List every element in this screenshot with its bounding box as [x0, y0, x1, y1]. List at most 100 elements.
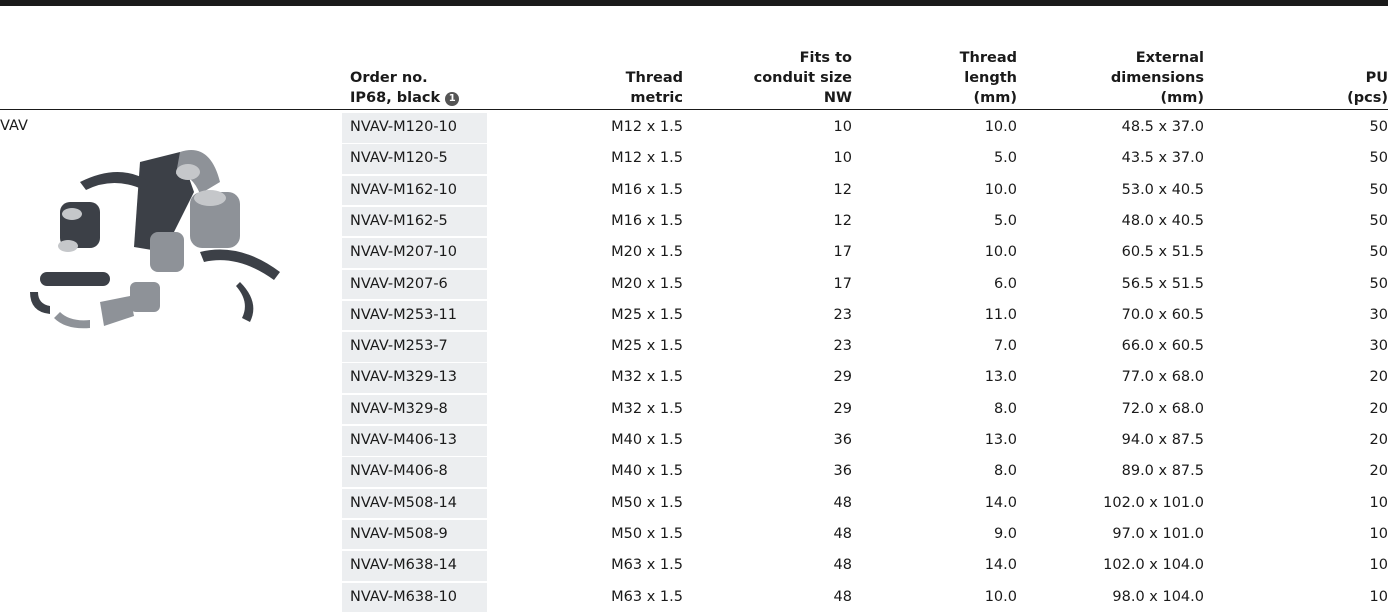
table-cell: 48.5 x 37.0 — [1121, 119, 1204, 135]
table-cell: 23 — [833, 306, 852, 323]
table-cell: 20 — [1369, 369, 1388, 386]
table-row: NVAV-M162-10 M16 x 1.5 12 10.0 53.0 x 40.5 50 — [0, 175, 1388, 207]
table-cell: 23 — [833, 338, 852, 355]
note-marker: 1 — [445, 92, 460, 106]
table-cell: 10.0 — [984, 244, 1017, 261]
table-cell: 36 — [833, 463, 852, 480]
table-cell: 48 — [833, 525, 852, 542]
table-row: NVAV-M406-13 M40 x 1.5 36 13.0 94.0 x 87.5 20 — [0, 426, 1388, 457]
table-cell: 11.0 — [984, 306, 1017, 323]
table-cell: 14.0 — [984, 494, 1017, 511]
table-cell: M40 x 1.5 — [611, 463, 683, 480]
header-line: dimensions — [1030, 68, 1204, 88]
header-text: PU — [1365, 70, 1388, 86]
header-text: (pcs) — [1347, 90, 1388, 106]
header-line: IP68, black 1 — [350, 88, 495, 108]
table-cell: 12 — [833, 212, 852, 229]
table-cell: M20 x 1.5 — [611, 244, 683, 261]
table-cell: 10 — [1369, 525, 1388, 542]
table-cell: 20 — [1369, 432, 1388, 448]
column-header: Order no. IP68, black 1 — [350, 68, 495, 108]
order-number: NVAV-M508-14 — [342, 488, 487, 519]
table-cell: 8.0 — [993, 463, 1017, 480]
table-cell: 5.0 — [993, 150, 1017, 167]
table-cell: 53.0 x 40.5 — [1121, 181, 1204, 198]
table-cell: 98.0 x 104.0 — [1112, 588, 1204, 605]
table-cell: 29 — [833, 369, 852, 386]
table-cell: 50 — [1369, 275, 1388, 292]
header-text: Order no. — [350, 70, 428, 86]
table-cell: 97.0 x 101.0 — [1112, 525, 1204, 542]
order-number: NVAV-M162-10 — [342, 175, 487, 206]
order-number: NVAV-M120-10 — [342, 113, 487, 143]
header-line: metric — [520, 88, 683, 108]
table-cell: M40 x 1.5 — [611, 432, 683, 448]
table-cell: 43.5 x 37.0 — [1121, 150, 1204, 167]
table-cell: 72.0 x 68.0 — [1121, 400, 1204, 417]
table-cell: M25 x 1.5 — [611, 306, 683, 323]
table-cell: 17 — [833, 244, 852, 261]
table-cell: M50 x 1.5 — [611, 494, 683, 511]
order-number: NVAV-M329-13 — [342, 363, 487, 393]
table-cell: 56.5 x 51.5 — [1121, 275, 1204, 292]
header-text: NW — [823, 90, 852, 106]
order-number: NVAV-M406-13 — [342, 426, 487, 456]
header-text: length — [964, 70, 1017, 86]
header-line: (mm) — [1030, 88, 1204, 108]
table-cell: M63 x 1.5 — [611, 557, 683, 574]
table-cell: M16 x 1.5 — [611, 212, 683, 229]
table-cell: M12 x 1.5 — [611, 119, 683, 135]
table-row: NVAV-M406-8 M40 x 1.5 36 8.0 89.0 x 87.5 20 — [0, 457, 1388, 488]
table-cell: 10.0 — [984, 181, 1017, 198]
table-row: NVAV-M207-10 M20 x 1.5 17 10.0 60.5 x 51.5 50 — [0, 238, 1388, 269]
table-cell: 13.0 — [984, 432, 1017, 448]
header-text: conduit size — [753, 70, 852, 86]
table-cell: 70.0 x 60.5 — [1121, 306, 1204, 323]
table-row: NVAV-M120-5 M12 x 1.5 10 5.0 43.5 x 37.0 50 — [0, 144, 1388, 175]
header-text: Fits to — [799, 50, 852, 66]
table-cell: M32 x 1.5 — [611, 369, 683, 386]
top-rule — [0, 0, 1388, 6]
header-line: conduit size — [700, 68, 852, 88]
table-cell: 5.0 — [993, 212, 1017, 229]
table-cell: 10 — [833, 119, 852, 135]
header-text: IP68, black — [350, 90, 441, 106]
table-cell: 30 — [1369, 306, 1388, 323]
order-number: NVAV-M162-5 — [342, 206, 487, 237]
header-text: Thread — [625, 70, 683, 86]
order-number: NVAV-M253-11 — [342, 300, 487, 331]
table-cell: M32 x 1.5 — [611, 400, 683, 417]
table-cell: 9.0 — [993, 525, 1017, 542]
table-cell: 36 — [833, 432, 852, 448]
table-cell: 10.0 — [984, 588, 1017, 605]
order-number: NVAV-M253-7 — [342, 332, 487, 362]
table-row: NVAV-M207-6 M20 x 1.5 17 6.0 56.5 x 51.5 50 — [0, 269, 1388, 301]
table-cell: 50 — [1369, 150, 1388, 167]
table-cell: M16 x 1.5 — [611, 181, 683, 198]
table-cell: M63 x 1.5 — [611, 588, 683, 605]
header-text: (mm) — [973, 90, 1017, 106]
header-line: length — [870, 68, 1017, 88]
header-line: (pcs) — [1220, 88, 1388, 108]
header-line: Fits to — [700, 48, 852, 68]
table-cell: M20 x 1.5 — [611, 275, 683, 292]
table-cell: 48 — [833, 494, 852, 511]
order-number: NVAV-M508-9 — [342, 519, 487, 550]
table-row: NVAV-M120-10 M12 x 1.5 10 10.0 48.5 x 37.0 50 — [0, 113, 1388, 144]
order-number: NVAV-M329-8 — [342, 394, 487, 425]
header-line: Order no. — [350, 68, 495, 88]
order-number: NVAV-M120-5 — [342, 144, 487, 174]
column-header: PU (pcs) — [1220, 68, 1388, 108]
group-label: VAV — [0, 118, 28, 134]
header-line: NW — [700, 88, 852, 108]
table-row: NVAV-M508-14 M50 x 1.5 48 14.0 102.0 x 101.0… — [0, 488, 1388, 520]
column-header: Thread metric — [520, 68, 683, 108]
table-cell: M25 x 1.5 — [611, 338, 683, 355]
table-cell: 30 — [1369, 338, 1388, 355]
table-cell: 94.0 x 87.5 — [1121, 432, 1204, 448]
header-line: Thread — [870, 48, 1017, 68]
order-number: NVAV-M207-10 — [342, 238, 487, 268]
header-line: External — [1030, 48, 1204, 68]
header-line: PU — [1220, 68, 1388, 88]
table-cell: 89.0 x 87.5 — [1121, 463, 1204, 480]
